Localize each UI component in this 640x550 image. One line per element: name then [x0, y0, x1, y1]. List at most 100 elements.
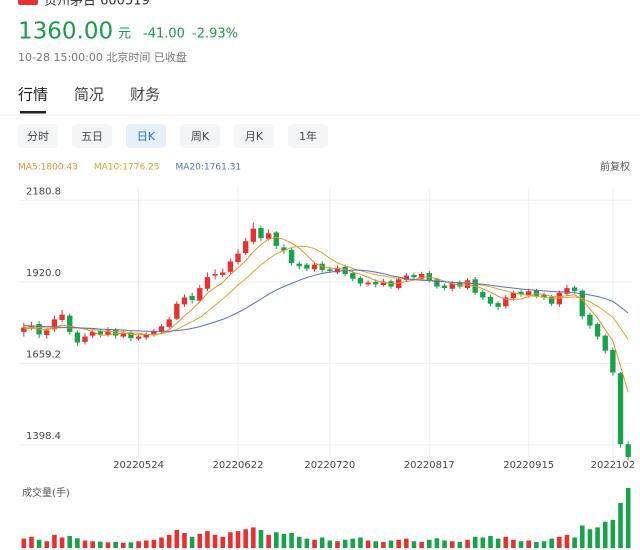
candle-body	[181, 297, 188, 305]
period-label[interactable]: 日K	[137, 130, 156, 143]
period-label[interactable]: 分时	[27, 130, 49, 143]
candle-body	[97, 331, 104, 335]
volume-bar	[197, 533, 203, 548]
volume-bar	[29, 536, 34, 548]
candle-body	[128, 332, 134, 339]
period-button[interactable]	[126, 124, 166, 148]
tab-underline	[20, 111, 46, 114]
adjust-mode[interactable]: 前复权	[600, 160, 630, 173]
volume-bar	[396, 539, 401, 548]
period-button[interactable]	[18, 124, 58, 148]
candle-body	[610, 350, 616, 373]
candle-body	[418, 274, 425, 279]
candle-body	[112, 329, 119, 336]
volume-bar	[228, 532, 233, 548]
legend-entry: MA5:1800.43	[18, 163, 78, 173]
volume-bar	[273, 532, 279, 548]
ma-line	[23, 245, 629, 340]
tab[interactable]: 财务	[130, 86, 160, 104]
candle-body	[395, 279, 402, 289]
period-label[interactable]: 周K	[191, 130, 210, 143]
tab[interactable]: 行情	[18, 86, 48, 104]
candle-body	[44, 330, 50, 336]
x-tick-label: 20220720	[304, 460, 355, 471]
candle-body	[74, 332, 81, 343]
candle-body	[158, 326, 165, 332]
period-button[interactable]	[288, 124, 328, 148]
volume-bar	[503, 536, 509, 548]
plot: 2180.8 1920.0 1659.2 1398.4 20220524 20220622…	[20, 186, 635, 471]
market-status: 10-28 15:00:00 北京时间 已收盘	[18, 50, 187, 64]
price: 1360.00	[18, 19, 113, 45]
volume-bar	[220, 536, 226, 548]
candle-body	[250, 228, 257, 242]
candle-body	[204, 277, 211, 289]
period-buttons: 分时 五日 日K 周K 月K 1年	[18, 124, 328, 148]
volume-bar	[120, 542, 126, 548]
volume-bar	[388, 540, 394, 548]
candle-body	[21, 327, 27, 332]
tab[interactable]: 简况	[74, 86, 104, 104]
period-label[interactable]: 五日	[81, 130, 103, 143]
volume-bar	[312, 539, 317, 548]
candle-body	[434, 279, 440, 287]
candle-body	[59, 314, 65, 320]
y-tick-label: 1920.0	[26, 268, 61, 279]
candle-body	[143, 335, 149, 338]
candle-body	[441, 285, 448, 289]
candle-body	[235, 253, 241, 263]
period-label[interactable]: 月K	[245, 130, 264, 143]
candle-body	[495, 303, 501, 307]
candle-body	[89, 331, 96, 336]
volume-bar	[90, 541, 95, 548]
volume-bar	[625, 488, 631, 548]
candle-body	[327, 269, 333, 271]
volume-bar	[44, 541, 50, 548]
volume-bar	[67, 536, 73, 548]
volume-bar	[75, 538, 80, 548]
candle-body	[288, 249, 295, 264]
volume-bar	[365, 540, 371, 548]
candle-body	[82, 336, 88, 342]
ma-line	[23, 269, 629, 332]
candle-body	[365, 282, 371, 285]
candle-body	[518, 291, 524, 295]
period-button[interactable]	[180, 124, 220, 148]
volume-bar	[426, 539, 432, 548]
volume-bar	[266, 534, 271, 548]
candle-body	[380, 281, 387, 285]
volume-bar	[281, 533, 287, 548]
volume-bar	[113, 542, 118, 548]
volume-bar	[105, 542, 111, 548]
legend-entry: MA10:1776.25	[94, 163, 160, 173]
candle-body	[304, 264, 310, 269]
legend-entry: MA20:1761.31	[176, 163, 242, 173]
candle-body	[541, 294, 547, 298]
volume-bar	[419, 542, 424, 548]
x-tick-label: 20220622	[213, 460, 264, 471]
legend: MA5:1800.43 MA10:1776.25 MA20:1761.31	[18, 163, 241, 173]
volume-bar	[465, 539, 470, 548]
candle-body	[625, 444, 631, 457]
price-unit: 元	[118, 27, 131, 42]
period-label[interactable]: 1年	[299, 129, 317, 143]
candle-body	[220, 272, 226, 275]
volume-bar	[143, 540, 149, 548]
candle-body	[120, 333, 126, 337]
period-button[interactable]	[72, 124, 112, 148]
volume-bar	[518, 541, 524, 548]
candle-body	[617, 373, 624, 445]
volume-bar	[472, 536, 478, 548]
volume-bar	[541, 541, 547, 548]
volume-bar	[587, 529, 593, 548]
candle-body	[151, 331, 157, 335]
volume-label: 成交量(手)	[22, 486, 70, 499]
volume-bar	[457, 542, 463, 548]
volume-bar	[404, 538, 409, 548]
price-change: -41.00	[143, 27, 185, 42]
period-button[interactable]	[234, 124, 274, 148]
candle-body	[357, 278, 364, 284]
candle-body	[334, 267, 341, 273]
candle-body	[273, 232, 279, 246]
